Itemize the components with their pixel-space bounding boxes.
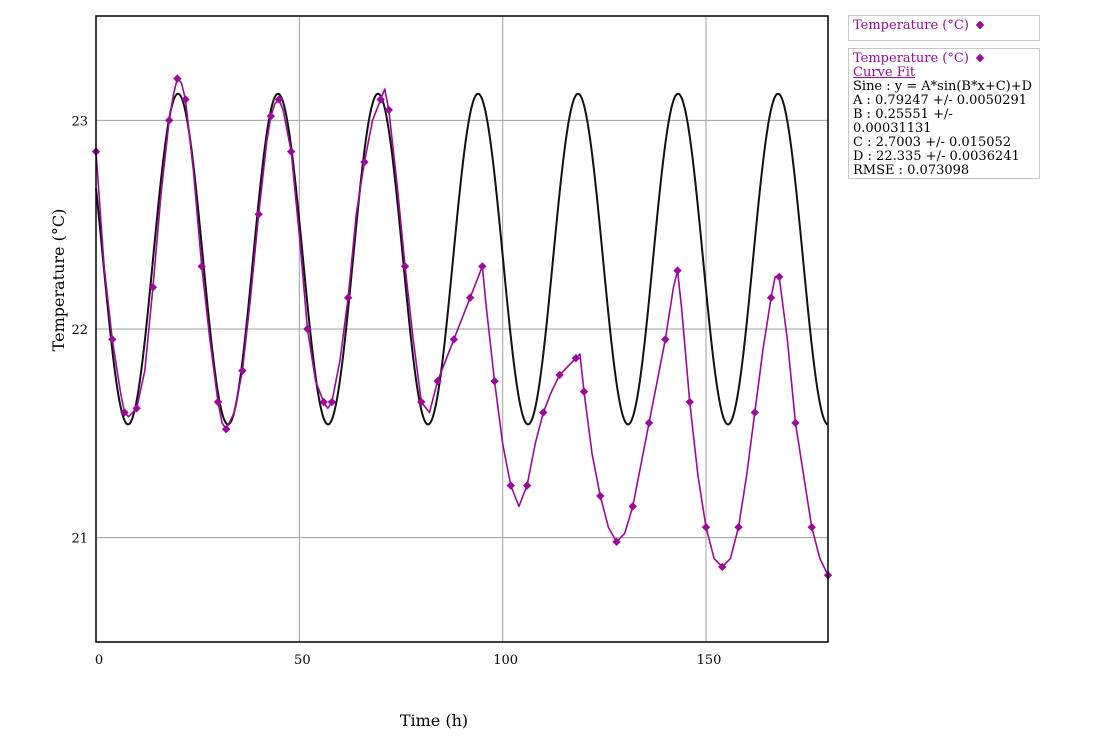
data-point-marker [376,95,385,104]
data-point-marker [750,408,759,417]
plot-frame [95,15,829,643]
data-series-line [95,77,829,576]
y-tick-label: 22 [71,323,88,338]
data-point-marker [384,105,393,115]
data-point-marker [490,376,499,386]
data-point-marker [628,502,637,511]
data-point-marker [417,397,426,407]
data-point-marker [465,293,475,302]
x-tick-label: 100 [493,653,518,668]
x-tick-label: 150 [697,653,722,668]
data-point-marker [718,562,727,572]
data-point-marker [108,335,117,344]
x-tick-label: 0 [95,653,103,668]
legend-top: Temperature (°C) [848,15,1040,41]
data-point-marker [555,370,564,380]
data-point-marker [303,324,312,334]
data-point-marker [181,95,190,104]
data-point-marker [807,523,816,532]
fit-curve-layer [95,92,829,426]
data-point-marker [478,262,487,271]
data-point-marker [327,397,337,407]
data-point-marker [266,111,276,121]
data-point-marker [644,418,654,428]
data-point-marker [400,262,410,271]
data-point-marker [148,283,158,292]
data-point-marker [343,293,353,302]
data-point-marker [612,537,621,547]
data-point-marker [433,376,442,386]
curve-fit-link[interactable]: Curve Fit [853,65,916,80]
data-point-marker [287,147,296,156]
fit-param-d: D : 22.335 +/- 0.0036241 [853,149,1020,164]
fit-rmse: RMSE : 0.073098 [853,163,970,178]
x-axis-label: Time (h) [400,711,468,730]
data-point-marker [571,354,581,363]
data-point-marker [238,366,247,375]
data-point-marker [506,481,515,490]
data-point-marker [539,408,548,417]
data-point-marker [596,491,605,501]
data-point-marker [775,272,784,282]
diamond-marker-icon [975,20,985,30]
y-tick-labels: 21 22 23 [71,114,88,546]
data-point-marker [132,404,141,413]
data-point-marker [221,424,231,434]
data-point-marker [661,335,670,344]
data-point-marker [254,210,263,219]
fit-param-a: A : 0.79247 +/- 0.0050291 [853,93,1028,108]
legend-fit: Temperature (°C) Curve Fit Sine : y = A*… [848,48,1040,179]
data-point-marker [685,397,694,407]
y-tick-label: 21 [71,532,88,547]
fit-equation: Sine : y = A*sin(B*x+C)+D [853,79,1033,94]
x-tick-label: 50 [294,653,311,668]
data-point-marker [213,397,223,407]
data-point-marker [766,293,776,302]
data-point-marker [197,262,206,271]
data-point-marker [522,481,532,490]
diamond-marker-icon [975,53,985,63]
data-point-marker [120,408,129,417]
data-point-marker [173,74,182,83]
data-point-marker [701,523,711,532]
data-point-marker [319,397,328,407]
y-axis-label: Temperature (°C) [49,209,68,352]
data-point-marker [734,523,743,532]
data-point-marker [579,387,589,396]
y-tick-label: 23 [71,114,88,129]
data-point-marker [449,335,459,344]
data-point-marker [673,266,682,275]
data-point-marker [791,418,800,428]
fit-param-b: B : 0.25551 +/- 0.00031131 [853,107,953,136]
legend-fit-series-label: Temperature (°C) [853,51,969,66]
data-point-marker [360,157,369,167]
data-point-marker [274,95,284,104]
data-point-marker [165,116,174,125]
fit-param-c: C : 2.7003 +/- 0.015052 [853,135,1012,150]
legend-series-label: Temperature (°C) [853,18,969,33]
x-tick-labels: 0 50 100 150 [95,653,722,668]
fit-curve-line [95,92,829,426]
grid-lines [96,16,828,642]
